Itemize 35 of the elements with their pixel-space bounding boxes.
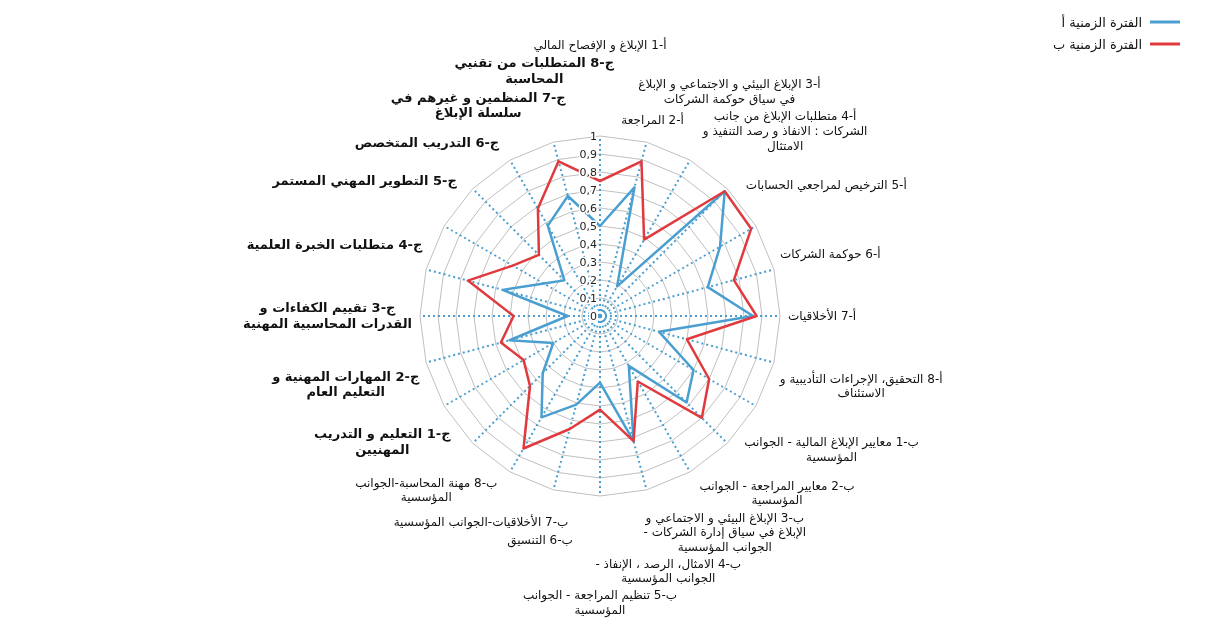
spoke-label: ج-1 التعليم و التدريب المهنيين: [314, 426, 452, 458]
spoke-label: ب-2 معايير المراجعة - الجوانب المؤسسية: [699, 478, 855, 509]
y-tick-label: 0,7: [579, 184, 597, 197]
y-tick-label: 0,4: [579, 238, 597, 251]
y-tick-label: 1: [590, 130, 597, 143]
spoke-label: ج-4 متطلبات الخبرة العلمية: [246, 237, 423, 254]
spoke-label: ج-6 التدريب المتخصص: [354, 135, 500, 152]
spoke-label: أ-5 الترخيص لمراجعي الحسابات: [745, 177, 907, 194]
spoke-label: ب-5 تنظيم المراجعة - الجوانب المؤسسية: [522, 588, 678, 619]
spoke-label: أ-6 حوكمة الشركات: [780, 246, 881, 263]
y-tick-label: 0,1: [579, 292, 597, 305]
y-tick-label: 0,9: [579, 148, 597, 161]
spoke-label: ج-3 تقييم الكفاءات و القدرات المحاسبية المهنية: [243, 300, 412, 332]
spoke-label: ج-7 المنظمين و غيرهم في سلسلة الإبلاغ: [390, 89, 567, 121]
spoke-label: ج-2 المهارات المهنية و التعليم العام: [271, 368, 420, 401]
y-tick-label: 0,5: [579, 220, 597, 233]
legend-label: الفترة الزمنية ب: [1052, 37, 1142, 53]
spoke-label: ج-5 التطوير المهني المستمر: [271, 172, 458, 189]
spoke-label: ج-8 المتطلبات من تقنيي المحاسبة: [454, 55, 615, 87]
y-tick-label: 0,3: [579, 256, 597, 269]
spoke-label: أ-2 المراجعة: [621, 111, 684, 128]
spoke-label: أ-8 التحقيق، الإجراءات التأديبية و الاستئناف: [778, 369, 943, 401]
legend-label: الفترة الزمنية أ: [1061, 14, 1142, 31]
spoke-label: أ-3 الإبلاغ البيئي و الاجتماعي و الإبلاغ في سياق حوكمة الشركات: [638, 76, 821, 108]
spoke-label: ب-1 معايير الإبلاغ المالية - الجوانب المؤسسية: [744, 435, 919, 466]
spoke-label: أ-7 الأخلاقيات: [788, 308, 857, 324]
spoke-label: ب-3 الإبلاغ البيئي و الاجتماعي و الإبلاغ في سياق إدارة الشركات - الجوانب المؤسسية: [643, 510, 807, 555]
y-tick-label: 0,2: [579, 274, 597, 287]
spoke-label: ب-8 مهنة المحاسبة-الجوانب المؤسسية: [355, 475, 498, 506]
y-tick-label: 0: [590, 310, 597, 323]
spoke-label: ب-6 التنسيق: [507, 532, 573, 548]
spoke-label: أ-1 الإبلاغ و الإفصاح المالي: [533, 36, 667, 53]
spoke-label: ب-4 الامثال، الرصد ، الإنفاذ - الجوانب المؤسسية: [595, 556, 742, 587]
spoke-label: ب-7 الأخلاقيات-الجوانب المؤسسية: [393, 514, 569, 531]
spoke-label: أ-4 متطلبات الإبلاغ من جانب الشركات : الانفاذ و رصد التنفيذ و الامتثال: [701, 108, 868, 153]
